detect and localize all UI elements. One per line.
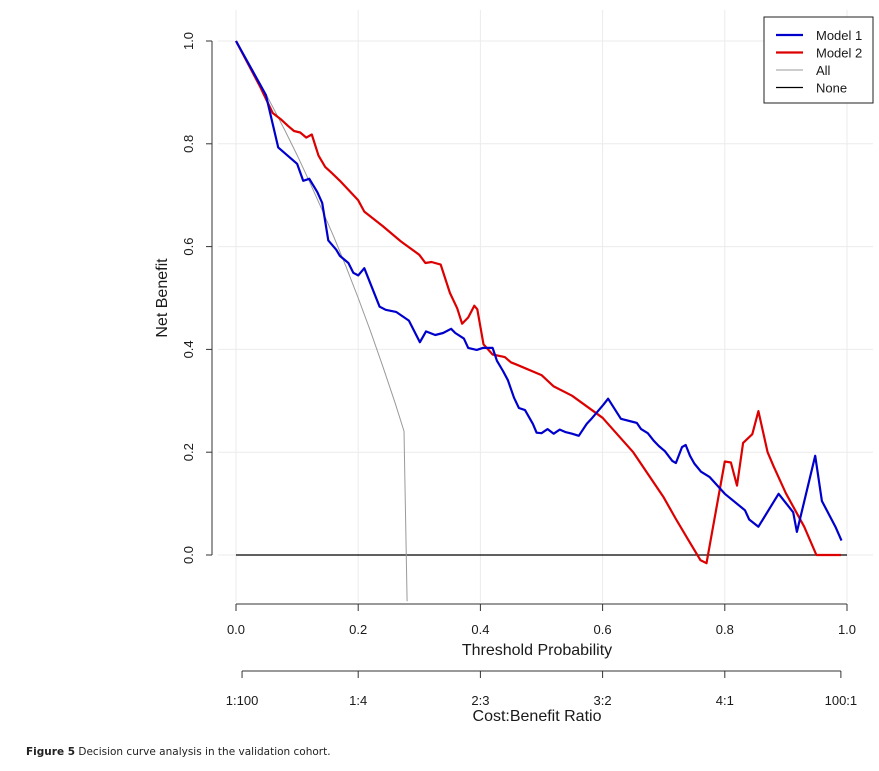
secondary-x-tick-label-5: 100:1: [825, 693, 858, 708]
figure-caption: Figure 5 Decision curve analysis in the …: [26, 746, 331, 758]
figure-caption-text: Decision curve analysis in the validatio…: [78, 746, 331, 758]
series-line-model-2: [235, 40, 841, 565]
secondary-x-tick-label-4: 4:1: [716, 693, 734, 708]
y-tick-label-1: 0.2: [181, 443, 196, 461]
secondary-x-tick-label-2: 2:3: [471, 693, 489, 708]
x-tick-label-1: 0.2: [349, 622, 367, 637]
y-axis: 0.0 0.2 0.4 0.6 0.8 1.0: [181, 32, 213, 564]
secondary-x-tick-label-3: 3:2: [594, 693, 612, 708]
y-axis-title: Net Benefit: [154, 258, 171, 338]
figure-caption-label: Figure 5: [26, 746, 76, 758]
legend-label-none: None: [816, 81, 847, 96]
legend-label-all: All: [816, 63, 831, 78]
x-tick-label-5: 1.0: [838, 622, 856, 637]
y-tick-label-3: 0.6: [181, 238, 196, 256]
legend: Model 1 Model 2 All None: [763, 16, 874, 104]
x-tick-label-2: 0.4: [471, 622, 489, 637]
x-tick-label-3: 0.6: [594, 622, 612, 637]
series-lines: [235, 40, 847, 602]
y-tick-label-0: 0.0: [181, 546, 196, 564]
x-axis: 0.0 0.2 0.4 0.6 0.8 1.0: [227, 603, 856, 637]
secondary-x-axis: 1:100 1:4 2:3 3:2 4:1 100:1: [226, 670, 858, 708]
y-tick-label-5: 1.0: [181, 32, 196, 50]
series-line-model-1: [235, 40, 843, 542]
secondary-x-tick-label-1: 1:4: [349, 693, 367, 708]
series-line-all: [235, 40, 408, 602]
x-tick-label-4: 0.8: [716, 622, 734, 637]
legend-box: [763, 16, 874, 104]
legend-label-model-2: Model 2: [816, 46, 862, 61]
x-axis-title: Threshold Probability: [462, 642, 612, 659]
x-tick-label-0: 0.0: [227, 622, 245, 637]
secondary-x-tick-label-0: 1:100: [226, 693, 259, 708]
secondary-x-axis-title: Cost:Benefit Ratio: [473, 708, 602, 725]
y-tick-label-2: 0.4: [181, 340, 196, 358]
y-tick-label-4: 0.8: [181, 135, 196, 153]
legend-label-model-1: Model 1: [816, 28, 862, 43]
